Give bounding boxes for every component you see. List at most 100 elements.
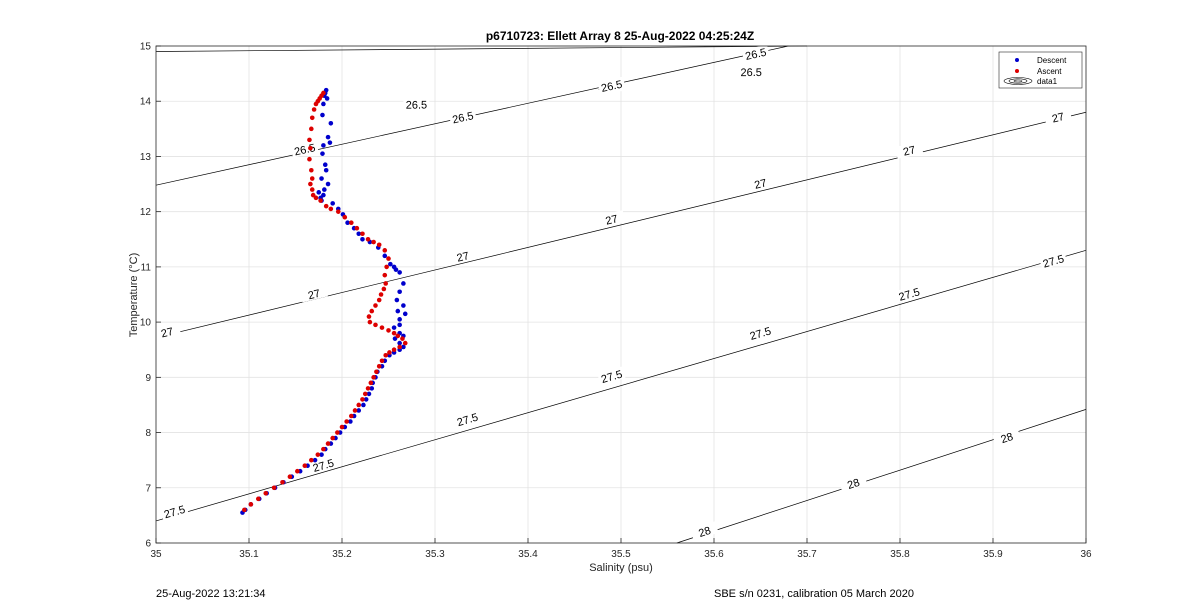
y-tick-label: 13 — [140, 152, 152, 163]
descent-point — [322, 187, 327, 192]
data-points — [240, 87, 408, 515]
contour-label-bg — [308, 455, 338, 475]
ascent-point — [382, 248, 388, 253]
contour-label-27.5: 27.5 — [600, 369, 624, 387]
x-tick-label: 35.5 — [611, 549, 631, 560]
ascent-point — [376, 242, 382, 248]
ascent-point — [379, 358, 385, 364]
contour-label-27.5: 27.5 — [1042, 253, 1066, 271]
ascent-point — [383, 281, 389, 286]
ascent-point — [287, 474, 293, 480]
contour-label-28: 28 — [999, 431, 1014, 446]
ascent-point — [397, 344, 402, 350]
contour-label-27: 27 — [753, 177, 768, 192]
contour-label-26.5: 26.5 — [451, 110, 475, 126]
descent-point — [316, 190, 322, 195]
descent-point — [345, 220, 350, 226]
descent-point — [330, 201, 336, 206]
ascent-point — [402, 340, 408, 346]
ascent-point — [374, 369, 379, 375]
ascent-point — [381, 286, 387, 292]
ascent-point — [349, 413, 354, 419]
contour-label-27: 27 — [902, 144, 917, 159]
y-tick-label: 15 — [140, 42, 152, 53]
ascent-point — [248, 502, 254, 507]
contour-label-27.5: 27.5 — [749, 325, 773, 343]
y-tick-label: 6 — [145, 539, 151, 550]
contour-label-27: 27 — [1051, 111, 1066, 126]
ascent-point — [321, 446, 326, 452]
contour-label-bg — [992, 427, 1021, 447]
ascent-point — [313, 195, 319, 201]
ascent-point — [366, 314, 372, 319]
footer-timestamp: 25-Aug-2022 13:21:34 — [156, 588, 266, 600]
ascent-point — [309, 167, 314, 173]
contour-label-bg — [690, 521, 719, 541]
descent-point — [348, 419, 353, 424]
contour-label-bg — [160, 501, 189, 521]
contour-label-bg — [453, 409, 482, 429]
descent-point — [325, 181, 331, 187]
contour-label-27.5: 27.5 — [312, 457, 336, 475]
ascent-point — [335, 430, 340, 435]
ascent-point — [354, 225, 360, 231]
y-axis-label: Temperature (°C) — [128, 253, 140, 337]
ascent-point — [362, 391, 368, 397]
descent-point — [323, 167, 329, 173]
ascent-point — [342, 214, 348, 220]
descent-point — [320, 112, 325, 118]
ascent-point — [360, 397, 365, 402]
ascent-point — [323, 203, 329, 209]
ascent-point — [367, 319, 373, 325]
legend-label-ascent: Ascent — [1037, 67, 1062, 76]
ascent-point — [271, 485, 277, 491]
ascent-point — [339, 424, 345, 430]
ascent-point — [325, 441, 331, 446]
ascent-point — [302, 463, 308, 468]
contour-label-26.5: 26.5 — [406, 99, 428, 111]
x-tick-label: 36 — [1080, 549, 1092, 560]
x-tick-label: 35.2 — [332, 549, 352, 560]
contour-line-26.5 — [155, 45, 808, 52]
descent-point — [397, 317, 402, 322]
contour-label-26.5: 26.5 — [740, 67, 762, 79]
descent-point — [395, 308, 401, 314]
legend-marker-contour-icon — [1003, 77, 1033, 85]
descent-point — [397, 270, 402, 275]
contour-label-bg — [448, 247, 477, 265]
y-tick-label: 11 — [141, 262, 152, 273]
legend-label-descent: Descent — [1037, 56, 1067, 65]
ascent-point — [378, 292, 384, 297]
contour-label-bg — [597, 366, 626, 386]
ascent-point — [395, 333, 401, 339]
ascent-point — [371, 239, 376, 245]
descent-point — [363, 397, 369, 402]
contour-label-27: 27 — [456, 250, 471, 265]
ascent-point — [368, 380, 374, 386]
ascent-point — [263, 491, 269, 496]
contour-label-26.5: 26.5 — [744, 47, 768, 63]
legend: Descent Ascent data1 — [998, 51, 1083, 89]
ascent-point — [335, 209, 341, 214]
x-axis-ticks: 35 35.1 35.2 35.3 35.4 35.5 35.6 35.7 35.8 35.9 36 — [150, 538, 1092, 560]
descent-point — [321, 143, 326, 148]
descent-point — [356, 231, 362, 237]
descent-point — [397, 340, 402, 346]
descent-point — [321, 101, 326, 107]
descent-point — [325, 134, 331, 140]
ascent-point — [356, 402, 362, 408]
contour-label-27: 27 — [604, 213, 619, 228]
descent-point — [391, 325, 397, 330]
descent-point — [356, 408, 362, 413]
descent-point — [401, 344, 406, 350]
contour-label-bg — [597, 210, 626, 228]
contour-label-bg — [403, 97, 430, 111]
descent-point — [366, 391, 372, 397]
descent-point — [324, 96, 330, 101]
x-axis-label: Salinity (psu) — [589, 562, 653, 574]
descent-point — [328, 121, 334, 126]
ascent-point — [379, 325, 385, 330]
contour-label-28: 28 — [846, 477, 861, 492]
ascent-point — [382, 272, 388, 278]
